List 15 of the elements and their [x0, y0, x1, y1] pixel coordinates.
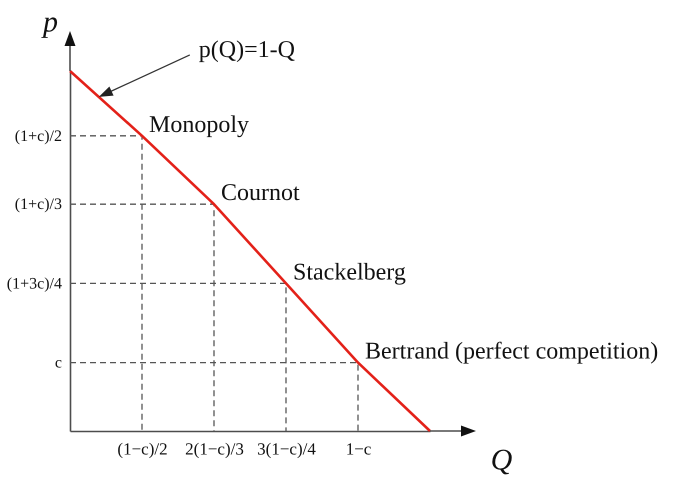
x-tick-label: (1−c)/2: [117, 440, 168, 458]
annotation: Monopoly: [149, 112, 250, 138]
text: p(Q)=1-Q: [198, 36, 295, 63]
annotation: Stackelberg: [293, 259, 406, 286]
series-label: c: [54, 354, 62, 372]
x-tick-label: 3(1−c)/4: [257, 440, 316, 458]
series-label: (1+c)/3: [14, 196, 62, 214]
x-tick-label: 1−c: [346, 440, 372, 458]
annotation: Cournot: [221, 180, 300, 206]
x-axis-title: Q: [490, 444, 513, 476]
y-axis-title: p: [41, 6, 58, 38]
series-label: (1+3c)/4: [6, 275, 62, 292]
x-tick-label: 2(1−c)/3: [185, 440, 244, 458]
annotation: Bertrand (perfect competition): [365, 338, 658, 365]
series-label: (1+c)/2: [14, 128, 62, 145]
